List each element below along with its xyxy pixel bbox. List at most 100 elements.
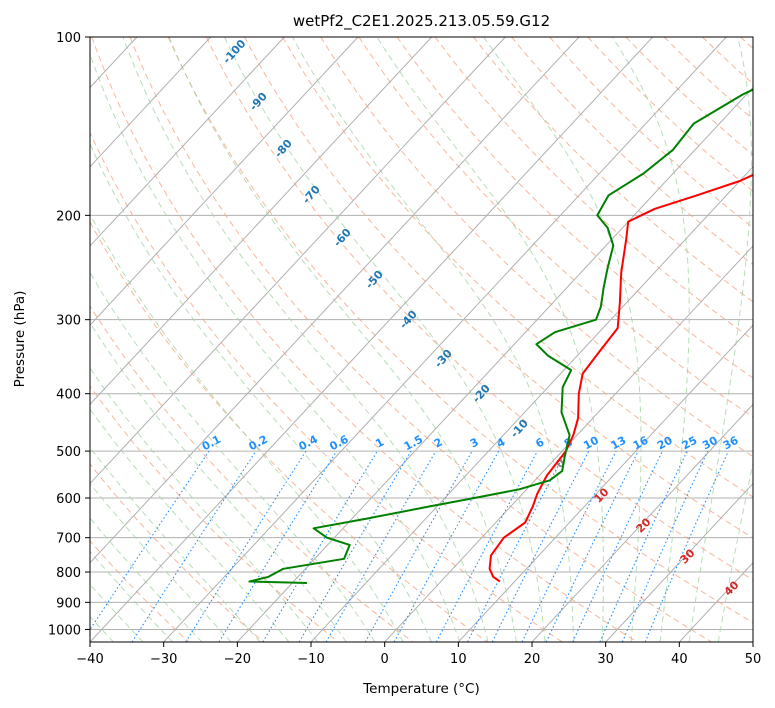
dry-adiabat-line bbox=[244, 37, 753, 539]
mixing-ratio-line bbox=[218, 450, 338, 642]
mixing-ratio-line bbox=[131, 450, 257, 642]
isotherm-line bbox=[90, 37, 212, 168]
moist-adiabats bbox=[90, 37, 753, 642]
y-axis-label: Pressure (hPa) bbox=[12, 291, 28, 388]
y-tick-label: 700 bbox=[56, 532, 81, 547]
dry-adiabat-line bbox=[205, 37, 753, 581]
moist-adiabat-line bbox=[291, 37, 575, 642]
moist-adiabat-label: 10 bbox=[592, 485, 612, 505]
moist-adiabat-line bbox=[611, 37, 690, 642]
dry-adiabat-line bbox=[282, 37, 753, 498]
moist-adiabat-line bbox=[90, 52, 461, 642]
mixing-ratio-line bbox=[521, 450, 617, 642]
x-tick-label: −10 bbox=[297, 652, 324, 667]
moist-adiabat-line bbox=[122, 37, 489, 642]
mixing-ratio-line bbox=[393, 450, 500, 642]
dry-adiabat-label: -60 bbox=[331, 226, 354, 250]
mixing-ratio-label: 1.5 bbox=[402, 433, 425, 454]
plot-area: -100-90-80-70-60-50-40-30-20-100.1 0.2 0.4… bbox=[0, 37, 753, 642]
x-tick-label: 20 bbox=[524, 652, 541, 667]
x-tick-label: 30 bbox=[597, 652, 614, 667]
x-tick-label: −40 bbox=[76, 652, 103, 667]
mixing-ratio-line bbox=[621, 450, 709, 642]
moist-adiabat-line bbox=[717, 460, 753, 642]
y-tick-label: 200 bbox=[56, 209, 81, 224]
isotherm-line bbox=[457, 324, 753, 642]
dry-adiabat-line bbox=[90, 463, 264, 642]
x-tick-label: 40 bbox=[671, 652, 688, 667]
dry-adiabat-label: -10 bbox=[508, 417, 531, 441]
dry-adiabat-label: -20 bbox=[470, 382, 493, 406]
isotherm-line bbox=[90, 37, 580, 564]
dry-adiabats bbox=[90, 37, 753, 642]
mixing-ratio-label: 30 bbox=[700, 434, 720, 453]
mixing-ratio-label: 36 bbox=[721, 434, 741, 453]
y-tick-label: 600 bbox=[56, 492, 81, 507]
mixing-ratio-line bbox=[545, 450, 639, 642]
dewpoint-profile bbox=[248, 88, 753, 584]
mixing-ratio-label: 4 bbox=[495, 435, 508, 450]
isotherm-line bbox=[752, 641, 753, 642]
adiabat-labels: -100-90-80-70-60-50-40-30-20-100.1 0.2 0.4… bbox=[200, 37, 742, 599]
isotherm-line bbox=[90, 37, 285, 247]
x-tick-label: −30 bbox=[150, 652, 177, 667]
isotherm-line bbox=[310, 165, 753, 642]
dry-adiabat-line bbox=[91, 37, 638, 642]
x-tick-label: −20 bbox=[224, 652, 251, 667]
x-tick-label: 50 bbox=[745, 652, 762, 667]
moist-adiabat-line bbox=[168, 37, 517, 642]
mixing-ratio-line bbox=[644, 450, 729, 642]
x-tick-label: 0 bbox=[381, 652, 389, 667]
isotherm-line bbox=[0, 37, 63, 642]
moist-adiabat-line bbox=[483, 37, 642, 642]
dry-adiabat-line bbox=[701, 37, 753, 85]
dry-adiabat-line bbox=[663, 37, 753, 120]
dry-adiabat-line bbox=[90, 131, 563, 642]
profile-series bbox=[248, 88, 753, 584]
dry-adiabat-line bbox=[473, 37, 753, 303]
mixing-ratio-line bbox=[364, 450, 473, 642]
pressure-gridlines bbox=[90, 37, 753, 630]
moist-adiabat-label: 40 bbox=[722, 578, 742, 598]
mixing-ratio-label: 13 bbox=[609, 434, 629, 453]
moist-adiabat-label: 30 bbox=[678, 546, 698, 566]
dry-adiabat-label: -70 bbox=[300, 183, 323, 207]
dry-adiabat-line bbox=[129, 37, 712, 642]
dry-adiabat-label: -100 bbox=[220, 37, 248, 66]
dry-adiabat-line bbox=[549, 37, 753, 229]
moist-adiabat-line bbox=[90, 367, 319, 642]
y-tick-label: 500 bbox=[56, 445, 81, 460]
dry-adiabat-line bbox=[396, 37, 753, 379]
dry-adiabat-line bbox=[90, 221, 488, 642]
mixing-ratio-label: 2 bbox=[432, 435, 445, 450]
dry-adiabat-line bbox=[587, 37, 753, 192]
moist-adiabat-line bbox=[376, 37, 604, 642]
mixing-ratio-label: 0.2 bbox=[247, 433, 270, 454]
isotherm-line bbox=[90, 37, 433, 406]
moist-adiabat-line bbox=[90, 271, 376, 642]
moist-adiabat-line bbox=[90, 408, 290, 642]
mixing-ratio-line bbox=[435, 450, 538, 642]
x-axis-label: Temperature (°C) bbox=[362, 681, 480, 697]
plot-frame bbox=[89, 36, 754, 643]
isotherm-line bbox=[605, 482, 753, 642]
dry-adiabat-label: -80 bbox=[272, 137, 295, 161]
moist-adiabat-line bbox=[90, 446, 261, 642]
isotherm-line bbox=[90, 37, 654, 642]
mixing-ratio-line bbox=[298, 450, 412, 642]
isotherm-line bbox=[384, 245, 753, 642]
y-axis-ticks: 100 200 300 400 500 600 700 800 900 1000 bbox=[48, 31, 90, 638]
x-axis-ticks: −40 −30 −20 −10 0 10 20 30 40 50 bbox=[76, 642, 761, 667]
y-tick-label: 800 bbox=[56, 566, 81, 581]
isotherm-line bbox=[236, 86, 753, 642]
dry-adiabat-line bbox=[434, 37, 753, 341]
dry-adiabat-line bbox=[358, 37, 753, 418]
dry-adiabat-label: -90 bbox=[247, 90, 270, 114]
moist-adiabat-label: 20 bbox=[634, 515, 654, 535]
y-tick-label: 400 bbox=[56, 388, 81, 403]
temperature-profile bbox=[488, 173, 753, 583]
mixing-ratio-label: 20 bbox=[655, 434, 675, 453]
mixing-ratio-label: 0.1 bbox=[200, 433, 223, 454]
isotherm-line bbox=[163, 37, 727, 642]
